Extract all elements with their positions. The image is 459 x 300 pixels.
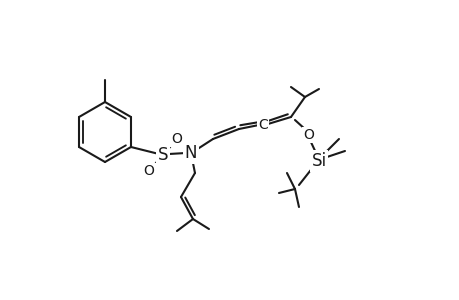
Text: O: O	[171, 132, 182, 146]
Text: N: N	[185, 144, 197, 162]
Text: Si: Si	[311, 152, 326, 170]
Text: O: O	[143, 164, 154, 178]
Text: O: O	[303, 128, 314, 142]
Text: S: S	[157, 146, 168, 164]
Text: C: C	[257, 118, 267, 132]
